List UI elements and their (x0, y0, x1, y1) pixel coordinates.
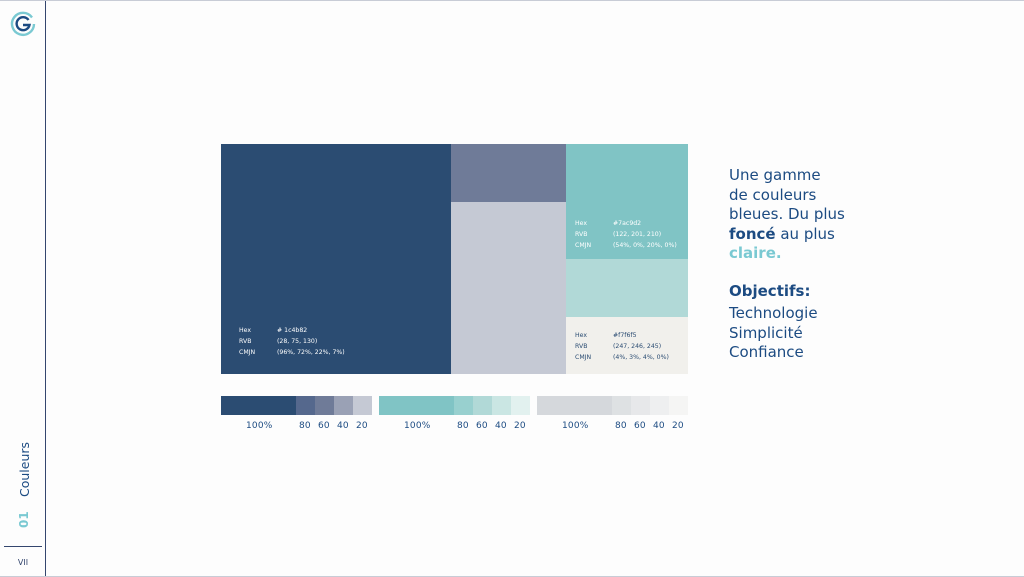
swatch-off-white: Hex #f7f6f5 RVB (247, 246, 245) CMJN (4%, 3… (566, 317, 688, 374)
headline: Une gamme de couleurs bleues. Du plus fo… (729, 166, 845, 262)
tint-bar-teal (379, 396, 530, 415)
swatch-pale-blue (451, 202, 566, 374)
tint-80 (454, 396, 473, 415)
hex-value: #f7f6f5 (613, 332, 637, 339)
tint-100 (537, 396, 612, 415)
rgb-value: (247, 246, 245) (613, 342, 662, 350)
tint-label: 80 (615, 421, 627, 431)
tint-40 (492, 396, 511, 415)
tint-label: 60 (318, 421, 330, 431)
objectives-list: Technologie Simplicité Confiance (729, 304, 818, 363)
tint-label: 40 (653, 421, 665, 431)
objectives-title: Objectifs: (729, 282, 811, 300)
section-number: 01 (17, 511, 31, 528)
tint-label: 60 (634, 421, 646, 431)
sidebar: Couleurs 01 VII (0, 0, 46, 577)
tint-80 (612, 396, 631, 415)
tint-label: 40 (495, 421, 507, 431)
tint-20 (353, 396, 372, 415)
tint-label: 80 (457, 421, 469, 431)
tint-20 (511, 396, 530, 415)
tint-40 (334, 396, 353, 415)
tint-label: 20 (672, 421, 684, 431)
emphasis-light: claire. (729, 244, 782, 262)
objective-item: Technologie (729, 304, 818, 322)
hex-value: # 1c4b82 (277, 327, 308, 334)
swatch-light-info: Hex #f7f6f5 RVB (247, 246, 245) CMJN (4%, 3… (575, 332, 669, 361)
tint-100 (379, 396, 454, 415)
tint-80 (296, 396, 315, 415)
tint-100 (221, 396, 296, 415)
rgb-value: (28, 75, 130) (277, 337, 318, 345)
tint-label: 20 (514, 421, 526, 431)
tint-40 (650, 396, 669, 415)
tint-label: 20 (356, 421, 368, 431)
cmyk-value: (4%, 3%, 4%, 0%) (613, 353, 669, 361)
swatch-light-teal (566, 259, 688, 317)
tint-60 (473, 396, 492, 415)
tint-label: 100% (404, 421, 431, 431)
tint-label: 60 (476, 421, 488, 431)
cmyk-value: (54%, 0%, 20%, 0%) (613, 241, 677, 249)
brand-logo-icon (10, 11, 36, 36)
page-number: VII (17, 558, 29, 567)
emphasis-dark: foncé (729, 224, 776, 243)
section-label: Couleurs (17, 441, 32, 497)
rgb-value: (122, 201, 210) (613, 230, 662, 238)
objective-item: Confiance (729, 343, 804, 361)
swatch-mid-blue (451, 144, 566, 202)
tint-label: 40 (337, 421, 349, 431)
tint-label: 100% (246, 421, 273, 431)
swatch-teal-info: Hex #7ac9d2 RVB (122, 201, 210) CMJN (54%, … (575, 220, 677, 249)
tint-label: 100% (562, 421, 589, 431)
tint-60 (631, 396, 650, 415)
cmyk-value: (96%, 72%, 22%, 7%) (277, 348, 345, 356)
hex-value: #7ac9d2 (613, 220, 642, 227)
sidebar-divider (4, 546, 42, 547)
tint-label: 80 (299, 421, 311, 431)
swatch-dark-blue: Hex # 1c4b82 RVB (28, 75, 130) CMJN (96%, 7… (221, 144, 451, 374)
swatch-dark-info: Hex # 1c4b82 RVB (28, 75, 130) CMJN (96%, 7… (239, 327, 345, 356)
tint-20 (669, 396, 688, 415)
objective-item: Simplicité (729, 323, 803, 342)
tint-bar-grey (537, 396, 688, 415)
swatch-teal: Hex #7ac9d2 RVB (122, 201, 210) CMJN (54%, … (566, 144, 688, 259)
tint-60 (315, 396, 334, 415)
tint-bar-blue (221, 396, 372, 415)
frame-top-border (0, 0, 1024, 1)
